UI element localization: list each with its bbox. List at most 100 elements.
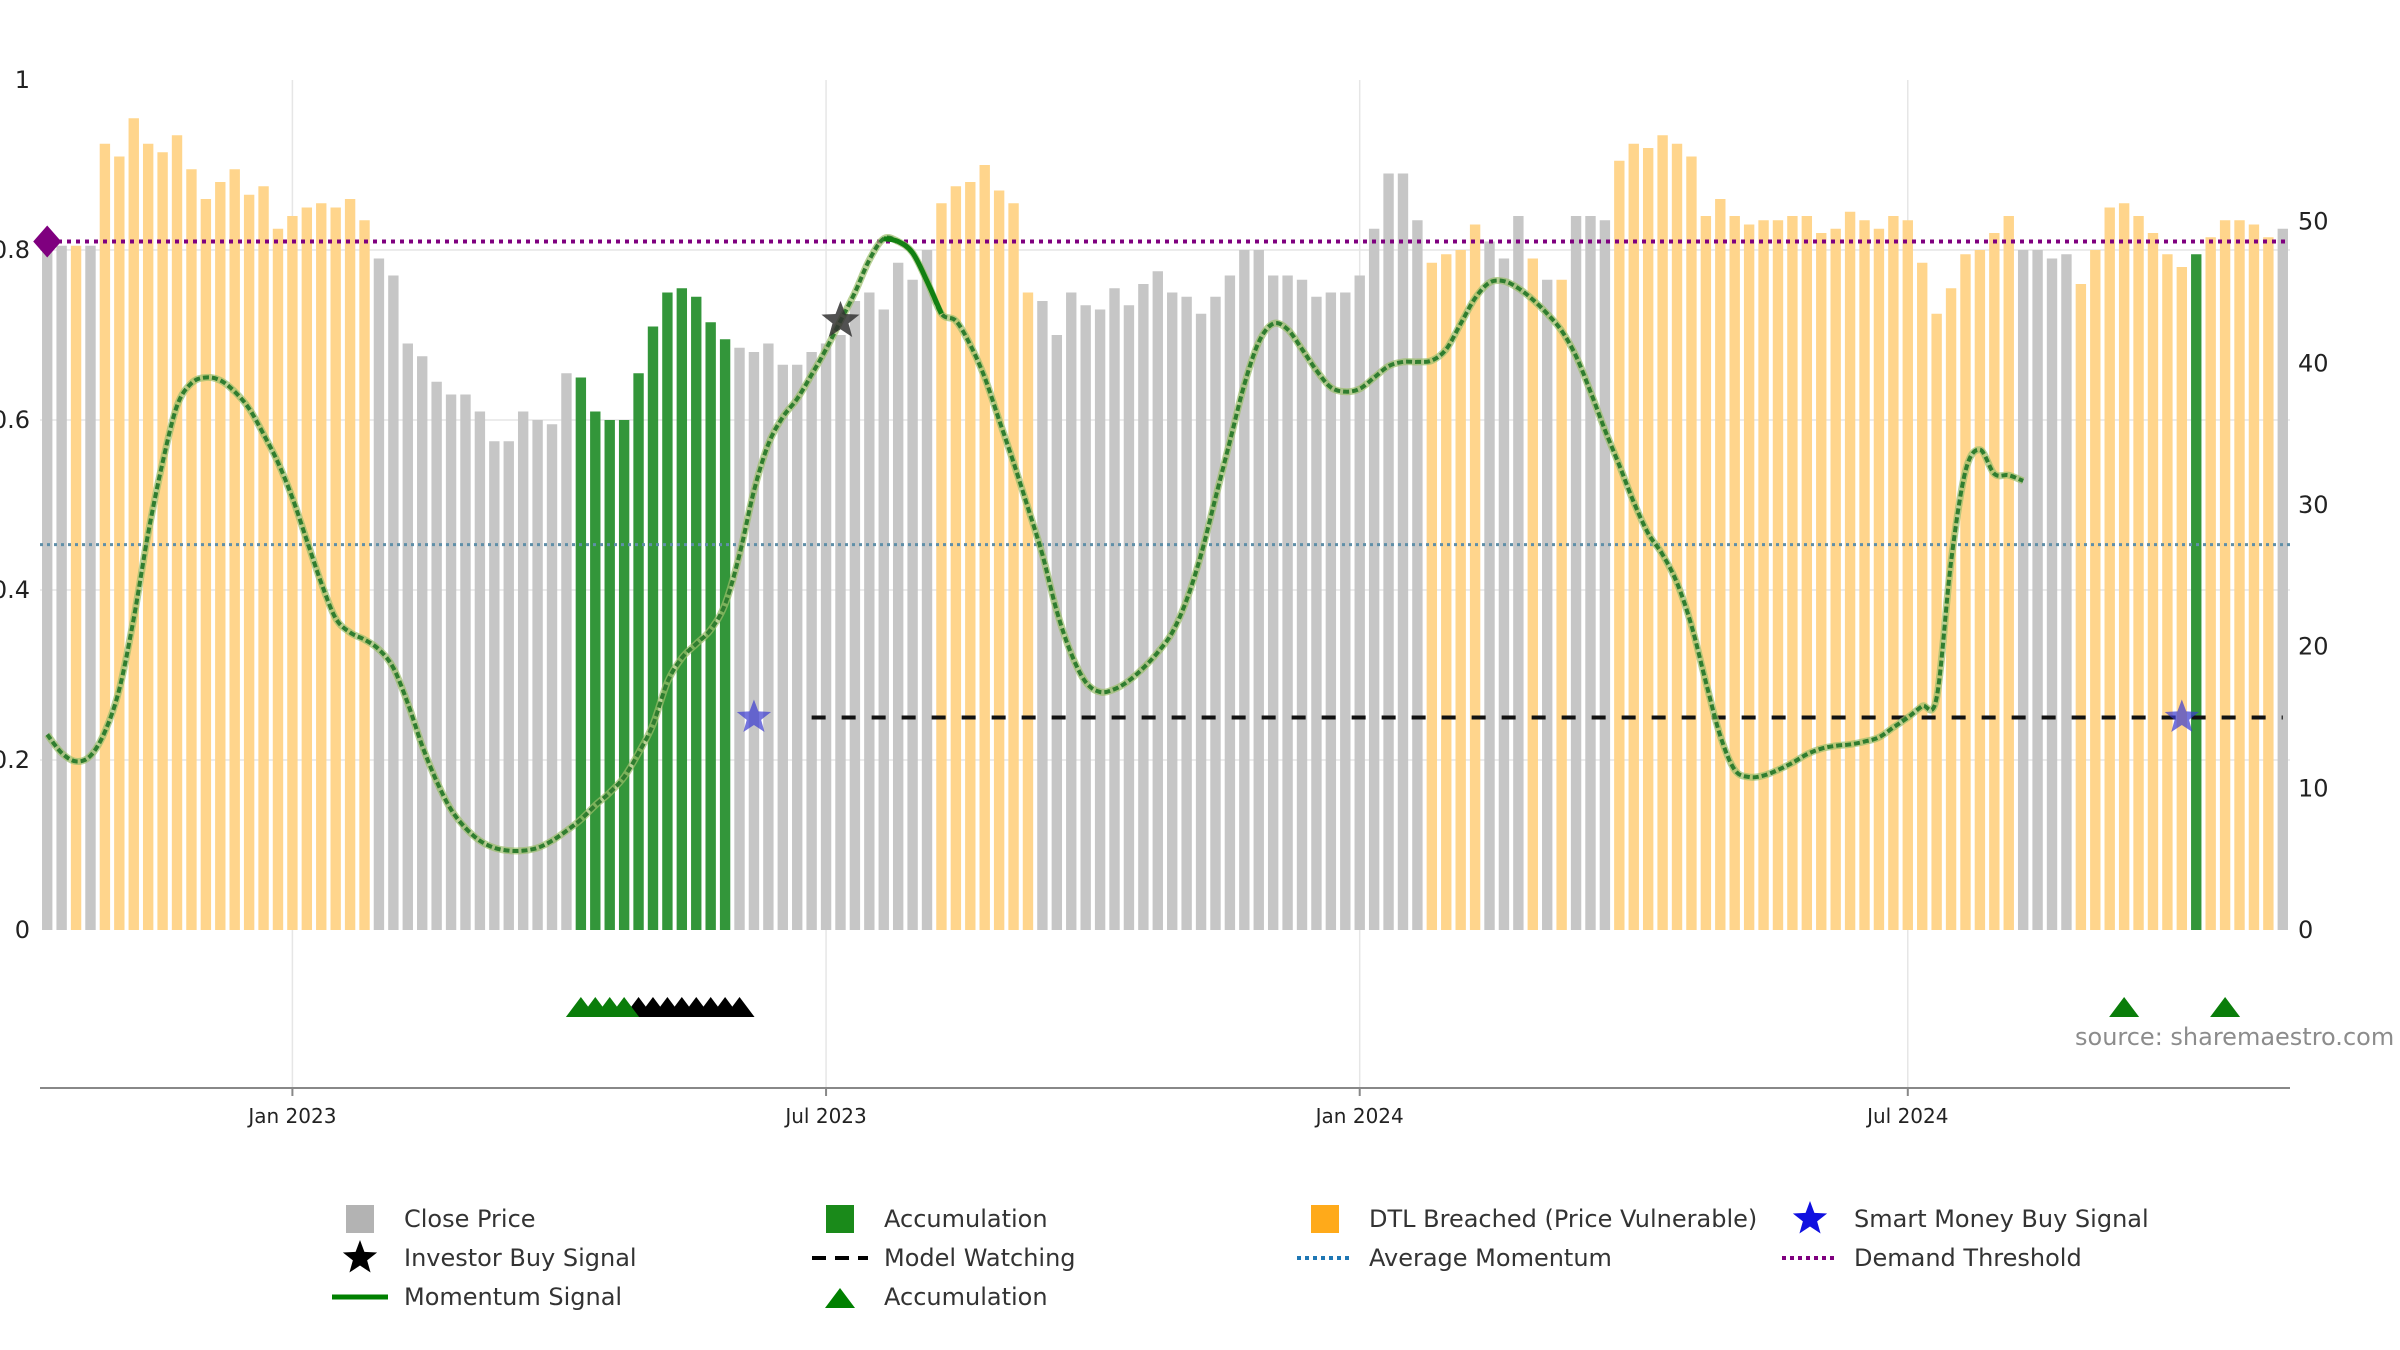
price-bar (388, 275, 399, 930)
price-bar (2118, 203, 2130, 930)
price-bar (763, 343, 774, 930)
price-bar (1469, 224, 1481, 930)
price-bar (272, 228, 284, 930)
price-bar (2147, 233, 2159, 930)
price-bar (1455, 250, 1466, 930)
price-bar (215, 182, 226, 930)
price-bar (921, 250, 933, 930)
price-bar (2003, 216, 2014, 930)
price-bar (2191, 254, 2202, 930)
price-bar (243, 194, 255, 930)
price-bar (1080, 305, 1091, 930)
price-bar (820, 343, 832, 930)
price-bar (590, 411, 601, 930)
price-bar (575, 377, 587, 930)
price-bar (1282, 275, 1293, 930)
demand-threshold-diamond (33, 225, 62, 258)
price-bar (1772, 220, 1784, 930)
momentum-signal-peak (883, 236, 944, 315)
price-bar (2205, 237, 2216, 930)
accumulation-markers (565, 997, 2241, 1017)
price-bar (1917, 262, 1928, 930)
price-bar (1888, 216, 1899, 930)
price-bar (1974, 250, 1986, 930)
left-axis-ticks: 0 0.2 0.4 0.6 0.8 1 (0, 66, 30, 944)
x-tick-label: Jan 2024 (1314, 1104, 1404, 1128)
right-tick-label: 10 (2298, 774, 2329, 802)
price-bar (1657, 135, 1668, 930)
price-bar (1441, 254, 1452, 930)
price-bar (719, 339, 731, 930)
price-bar (229, 169, 240, 930)
accumulation-marker-green (2210, 997, 2241, 1017)
accumulation-marker-green (609, 997, 640, 1017)
price-bar (200, 199, 212, 930)
x-tick-label: Jul 2024 (1865, 1104, 1948, 1128)
smart-money-buy-signal-star (2164, 699, 2199, 733)
price-bar (1931, 313, 1942, 930)
x-tick-label: Jan 2023 (246, 1104, 336, 1128)
price-bar (373, 258, 385, 930)
price-bar (99, 143, 111, 930)
price-bar (402, 343, 413, 930)
price-bar (474, 411, 486, 930)
reference-lines (40, 239, 2290, 720)
price-bar (1844, 211, 1856, 930)
price-bar (1787, 216, 1798, 930)
price-bar (618, 420, 630, 930)
source-label: source: sharemaestro.com (2075, 1023, 2395, 1051)
price-bar (561, 373, 572, 930)
investor-buy-signal-star (821, 300, 860, 338)
left-tick-label: 0 (15, 916, 30, 944)
price-bar (2263, 237, 2274, 930)
price-bar (1138, 284, 1149, 930)
price-bar (1267, 275, 1279, 930)
price-bar (489, 441, 500, 930)
price-bar (445, 394, 457, 930)
left-tick-label: 0.4 (0, 576, 30, 604)
price-bar (993, 190, 1005, 930)
signal-markers (33, 225, 2199, 733)
price-bar (777, 364, 788, 930)
right-tick-label: 40 (2298, 349, 2329, 377)
price-bar (1210, 296, 1221, 930)
right-tick-label: 20 (2298, 633, 2329, 661)
price-bar (2133, 216, 2144, 930)
left-tick-label: 0.8 (0, 236, 30, 264)
price-bar (907, 279, 918, 930)
price-bar (258, 186, 269, 930)
price-bar (1354, 275, 1365, 930)
accumulation-marker-black (724, 997, 755, 1017)
price-bar (1109, 288, 1120, 930)
price-bar (2219, 220, 2231, 930)
price-bar (1094, 309, 1106, 930)
price-bar (892, 262, 904, 930)
price-bar (1859, 220, 1870, 930)
price-bar (878, 309, 889, 930)
price-bar (2017, 250, 2029, 930)
price-bar (2061, 254, 2072, 930)
price-bar (460, 394, 471, 930)
price-bar (1743, 224, 1755, 930)
price-bar (1412, 220, 1423, 930)
accumulation-marker-green (2109, 997, 2140, 1017)
left-tick-label: 1 (15, 66, 30, 94)
price-bar (1700, 216, 1712, 930)
price-bar (647, 326, 659, 930)
price-bar (1311, 296, 1322, 930)
price-bar (1051, 335, 1063, 930)
momentum-series (44, 233, 2025, 855)
price-bar (1585, 216, 1596, 930)
left-tick-label: 0.2 (0, 746, 30, 774)
price-bar (1960, 254, 1971, 930)
price-bar (748, 352, 760, 930)
right-tick-label: 30 (2298, 491, 2329, 519)
price-bar (1989, 233, 2000, 930)
price-bar (1556, 279, 1567, 930)
price-bar (157, 152, 168, 930)
price-bar (1239, 250, 1250, 930)
price-bar (691, 296, 702, 930)
price-bar (864, 292, 875, 930)
price-bar (546, 424, 558, 930)
